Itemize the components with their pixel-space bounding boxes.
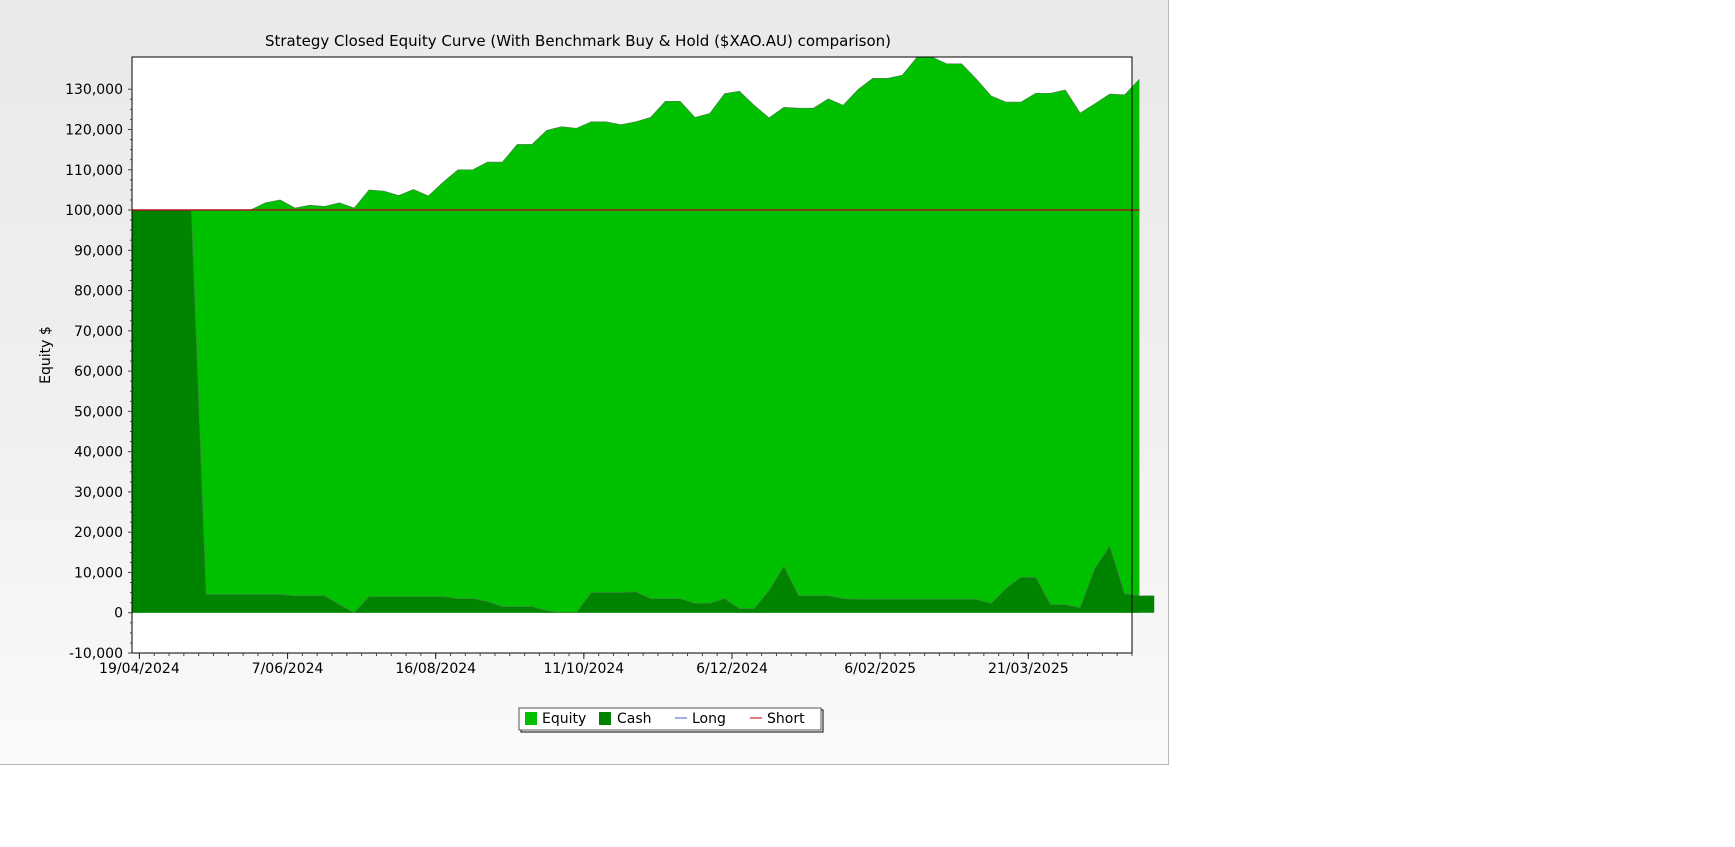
area-outline-cash [132, 209, 1155, 614]
legend-label-long: Long [692, 711, 726, 727]
y-tick-label: 80,000 [74, 284, 123, 300]
y-axis-label: Equity $ [38, 326, 54, 384]
x-tick-label: 19/04/2024 [99, 661, 180, 677]
x-tick-label: 6/12/2024 [696, 661, 768, 677]
y-tick-label: 0 [114, 606, 123, 622]
y-tick-label: 90,000 [74, 243, 123, 259]
x-tick-label: 6/02/2025 [844, 661, 916, 677]
y-tick-label: 50,000 [74, 404, 123, 420]
x-tick-label: 7/06/2024 [252, 661, 324, 677]
equity-curve-chart: Strategy Closed Equity Curve (With Bench… [38, 32, 1155, 733]
legend-label-cash: Cash [617, 711, 652, 727]
legend-swatch-cash [599, 712, 611, 725]
y-tick-label: 40,000 [74, 445, 123, 461]
area-equity [132, 57, 1140, 613]
legend-label-short: Short [767, 711, 805, 727]
plot-frame [131, 56, 1133, 654]
legend-box-inner [518, 707, 822, 731]
x-tick-label: 11/10/2024 [544, 661, 625, 677]
legend: Equity Cash Long Short [518, 707, 824, 733]
y-tick-label: 130,000 [65, 82, 123, 98]
y-tick-label: 100,000 [65, 203, 123, 219]
y-tick-label: 60,000 [74, 364, 123, 380]
chart-title: Strategy Closed Equity Curve (With Bench… [265, 32, 891, 50]
y-tick-label: 70,000 [74, 324, 123, 340]
area-outline-equity [132, 56, 1140, 211]
y-tick-label: 30,000 [74, 485, 123, 501]
x-axis: 19/04/2024 7/06/2024 16/08/2024 11/10/2024 6… [99, 653, 1133, 677]
y-tick-label: 10,000 [74, 565, 123, 581]
y-tick-label: -10,000 [69, 646, 123, 662]
x-tick-label: 21/03/2025 [988, 661, 1069, 677]
y-tick-label: 120,000 [65, 122, 123, 138]
series-areas [132, 56, 1155, 614]
y-tick-label: 110,000 [65, 163, 123, 179]
y-tick-label: 20,000 [74, 525, 123, 541]
y-axis: -10,000 0 10,000 20,000 30,000 40,000 50,000 60… [65, 82, 132, 662]
x-tick-label: 16/08/2024 [395, 661, 476, 677]
legend-label-equity: Equity [542, 711, 586, 727]
legend-swatch-equity [525, 712, 537, 725]
